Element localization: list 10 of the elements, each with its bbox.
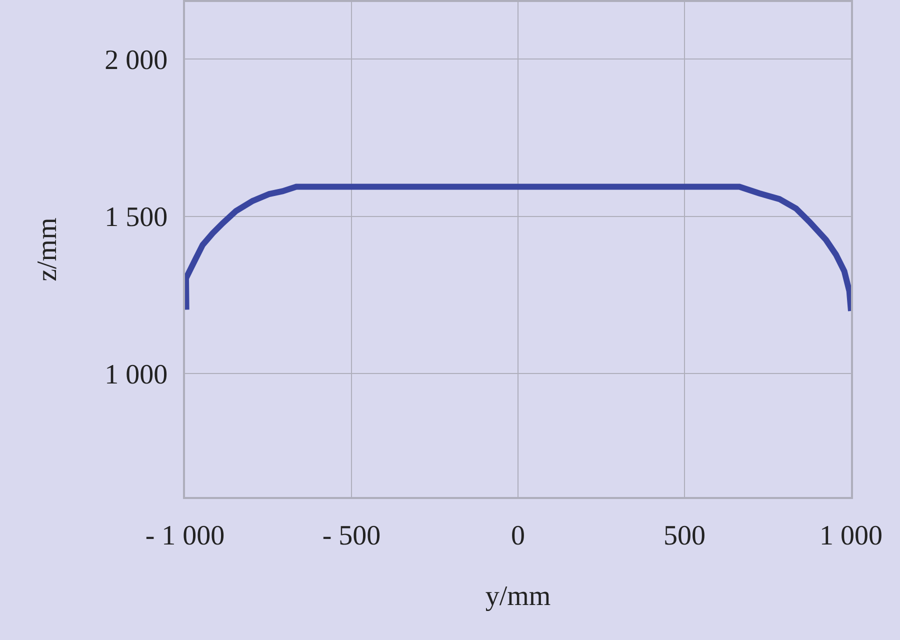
x-tick-label: 1 000 [820, 520, 882, 552]
y-tick-label: 1 500 [104, 202, 168, 234]
x-axis-title: y/mm [485, 580, 551, 612]
x-tick-label: 0 [511, 520, 525, 552]
y-axis-title: z/mm [32, 217, 63, 282]
y-tick-label: 2 000 [104, 45, 168, 76]
x-tick-label: 500 [664, 520, 706, 552]
y-tick-label: 1 000 [104, 359, 168, 390]
x-tick-label: - 500 [322, 520, 381, 552]
x-tick-label: - 1 000 [145, 520, 225, 552]
